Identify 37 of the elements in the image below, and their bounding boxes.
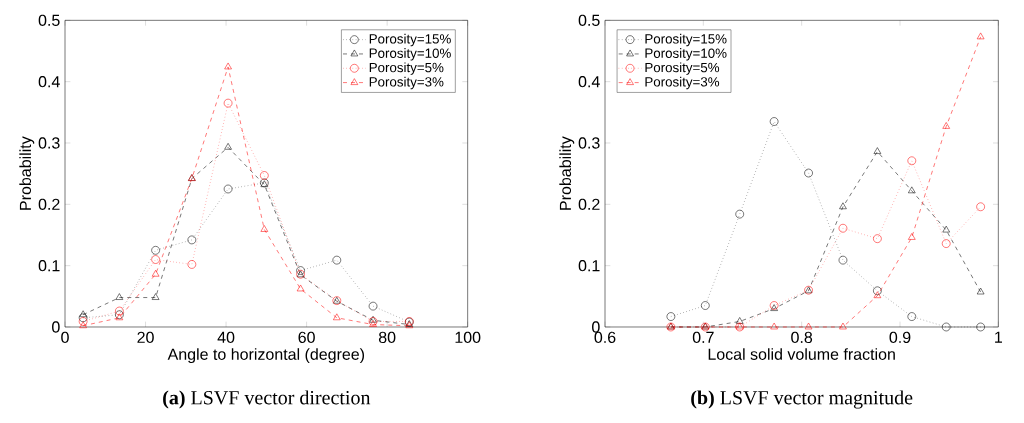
x-tick-label: 60 [298, 331, 315, 344]
x-tick-label: 20 [137, 331, 154, 344]
y-tick-label: 0.5 [578, 14, 600, 26]
x-axis-title: Angle to horizontal (degree) [167, 348, 365, 364]
x-tick-label: 100 [455, 331, 481, 344]
y-tick-label: 0 [52, 321, 60, 333]
legend-label: Porosity=10% [645, 48, 727, 61]
legend-label: Porosity=15% [645, 33, 727, 47]
y-tick-label: 0.4 [38, 76, 60, 88]
x-tick-label: 0.6 [594, 331, 616, 344]
x-tick-label: 0.7 [692, 331, 714, 344]
x-tick-label: 0.9 [889, 331, 911, 344]
x-tick-label: 80 [378, 331, 396, 344]
y-tick-label: 0 [592, 321, 600, 333]
y-tick-label: 0.5 [38, 14, 60, 26]
x-tick-label: 1 [995, 331, 1002, 343]
y-tick-label: 0.2 [38, 198, 60, 210]
legend-label: Porosity=10% [369, 48, 451, 61]
x-tick-label: 40 [217, 331, 235, 344]
legend-label: Porosity=5% [369, 62, 444, 75]
y-tick-label: 0.3 [38, 137, 60, 149]
y-tick-label: 0.1 [38, 260, 60, 272]
legend-label: Porosity=15% [369, 33, 451, 47]
y-tick-label: 0.3 [578, 137, 600, 149]
legend-label: Porosity=5% [645, 62, 720, 75]
x-tick-label: 0.8 [791, 331, 813, 344]
text: (a) LSVF vector direction [163, 390, 371, 409]
text: (b) LSVF vector magnitude [691, 390, 913, 409]
y-axis-title: Probability [19, 136, 35, 210]
y-axis-title: Probability [559, 136, 575, 210]
x-tick-label: 0 [61, 331, 69, 344]
legend-label: Porosity=3% [645, 76, 720, 90]
y-tick-label: 0.1 [578, 260, 600, 272]
y-tick-label: 0.2 [578, 198, 600, 210]
y-tick-label: 0.4 [578, 76, 600, 88]
x-axis-title: Local solid volume fraction [708, 348, 895, 360]
legend-label: Porosity=3% [369, 76, 444, 90]
